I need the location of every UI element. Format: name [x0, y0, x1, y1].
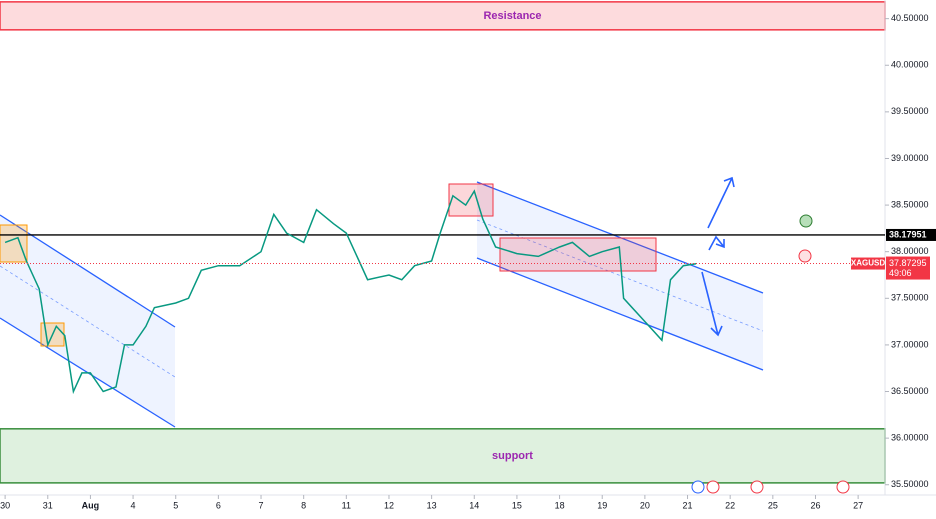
x-tick-label: 26 [810, 500, 820, 510]
x-tick-label: 7 [259, 500, 264, 510]
price-label: 37.87295 [889, 258, 927, 268]
x-tick-label: 27 [853, 500, 863, 510]
signal-dot [799, 214, 813, 228]
support-label: support [492, 450, 533, 462]
y-tick-label: 39.00000 [891, 153, 929, 163]
countdown: 49:06 [889, 268, 912, 278]
x-tick-label: 8 [301, 500, 306, 510]
arrows [701, 176, 735, 337]
channel-line [0, 214, 176, 328]
y-tick-label: 39.50000 [891, 106, 929, 116]
x-tick-label: 20 [640, 500, 650, 510]
x-tick-label: 21 [683, 500, 693, 510]
signal-dot [798, 249, 812, 263]
channel-mid [0, 265, 176, 378]
y-tick-label: 40.50000 [891, 13, 929, 23]
y-tick-label: 40.00000 [891, 60, 929, 70]
resistance-zone [0, 1, 886, 31]
x-tick-label: 31 [43, 500, 53, 510]
annotations [0, 176, 813, 428]
y-tick-label: 37.50000 [891, 293, 929, 303]
x-tick-label: 12 [384, 500, 394, 510]
x-tick-label: 30 [0, 500, 10, 510]
y-tick-label: 35.50000 [891, 479, 929, 489]
symbol-label: XAGUSD [851, 259, 885, 268]
x-tick-label: 19 [597, 500, 607, 510]
event-icons [691, 480, 850, 494]
x-tick-label: 18 [555, 500, 565, 510]
x-tick-label: 14 [469, 500, 479, 510]
y-tick-label: 37.00000 [891, 339, 929, 349]
price-tag [886, 256, 930, 280]
channel-fill [477, 182, 763, 370]
y-tick-label: 38.00000 [891, 246, 929, 256]
channel-line [476, 257, 764, 371]
box [448, 183, 494, 217]
support-zone [0, 428, 886, 484]
x-tick-label: Aug [82, 500, 100, 510]
x-tick-label: 13 [427, 500, 437, 510]
symbol-tag [851, 257, 885, 270]
level-label: 38.17951 [889, 229, 927, 239]
price-line [4, 189, 697, 395]
level-tag [886, 228, 936, 241]
y-tick-label: 38.50000 [891, 199, 929, 209]
x-tick-label: 4 [131, 500, 136, 510]
x-tick-label: 15 [512, 500, 522, 510]
x-tick-label: 25 [768, 500, 778, 510]
y-tick-label: 36.00000 [891, 433, 929, 443]
resistance-label: Resistance [483, 10, 541, 22]
x-tick-label: 5 [173, 500, 178, 510]
x-tick-label: 22 [725, 500, 735, 510]
channel-fill [0, 215, 175, 427]
x-tick-label: 11 [342, 500, 351, 510]
x-tick-label: 6 [216, 500, 221, 510]
box [0, 224, 28, 263]
y-tick-label: 36.50000 [891, 386, 929, 396]
